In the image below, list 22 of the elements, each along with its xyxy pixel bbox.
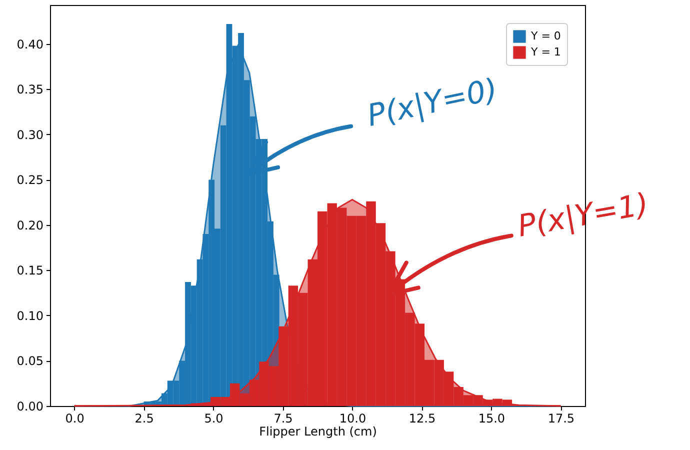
y-tick-label: 0.10 (16, 308, 44, 323)
x-tick-label: 2.5 (134, 412, 154, 426)
y-tick-label: 0.15 (16, 264, 44, 278)
y-tick-label: 0.35 (16, 82, 44, 97)
x-tick-label: 15.0 (478, 412, 506, 426)
y-tick-label: 0.25 (16, 173, 44, 188)
y-tick-label: 0.20 (16, 218, 44, 232)
y-tick-label: 0.30 (16, 128, 44, 142)
x-tick-label: 17.5 (548, 412, 575, 426)
y-tick-label: 0.40 (16, 37, 44, 52)
x-tick-label: 7.5 (274, 412, 293, 426)
legend-label: Y = 0 (530, 30, 561, 42)
x-tick-label: 5.0 (204, 412, 224, 426)
legend-label: Y = 1 (530, 46, 561, 58)
x-tick-label: 12.5 (408, 412, 436, 426)
y-tick-label: 0.00 (16, 400, 44, 414)
x-tick-label: 10.0 (339, 412, 366, 426)
y-tick-label: 0.05 (16, 354, 44, 368)
x-axis-title: Flipper Length (cm) (259, 424, 377, 438)
annotation: P(x|Y=0) (364, 72, 501, 134)
annotation: P(x|Y=1) (515, 187, 652, 244)
x-tick-label: 0.0 (65, 412, 84, 426)
